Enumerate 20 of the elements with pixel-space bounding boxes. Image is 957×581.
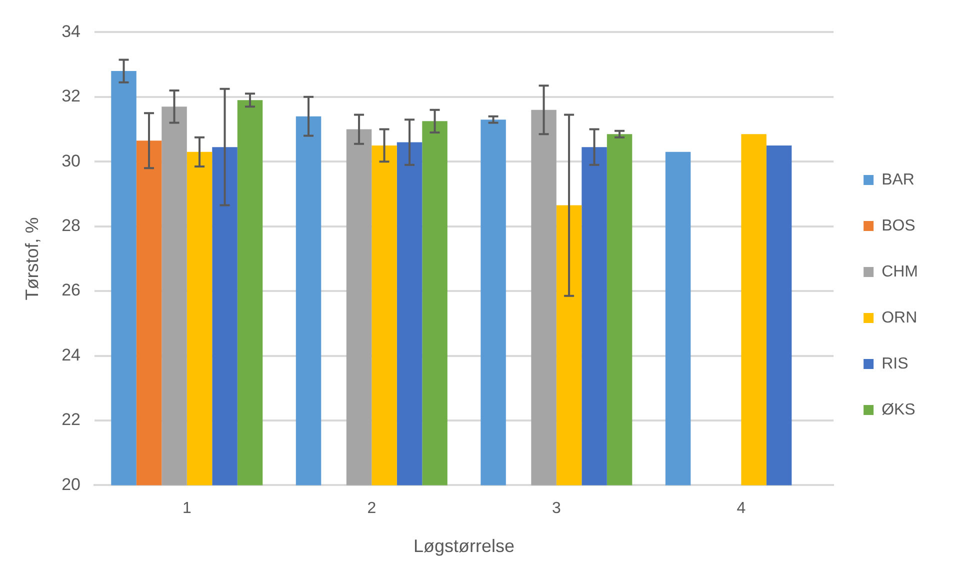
x-tick-label: 1 (182, 500, 192, 518)
y-tick-label: 20 (62, 474, 81, 494)
x-tick-label: 3 (552, 500, 561, 518)
legend-label: CHM (882, 263, 918, 280)
y-tick-label: 22 (62, 410, 81, 430)
y-tick-label: 32 (62, 86, 81, 106)
x-axis-title: Løgstørrelse (414, 536, 515, 556)
x-tick-label: 4 (736, 500, 746, 518)
y-axis-title: Tørstof, % (22, 217, 42, 300)
y-tick-label: 24 (62, 345, 81, 364)
legend-label: RIS (882, 355, 908, 372)
y-tick-label: 30 (62, 151, 81, 170)
legend-label: BAR (882, 171, 914, 188)
legend-label: ØKS (882, 401, 916, 418)
legend-label: BOS (882, 217, 916, 234)
legend-label: ORN (882, 309, 918, 326)
x-tick-label: 2 (367, 500, 376, 518)
y-tick-label: 34 (62, 22, 81, 41)
y-tick-label: 28 (62, 216, 81, 236)
y-tick-label: 26 (62, 280, 81, 300)
